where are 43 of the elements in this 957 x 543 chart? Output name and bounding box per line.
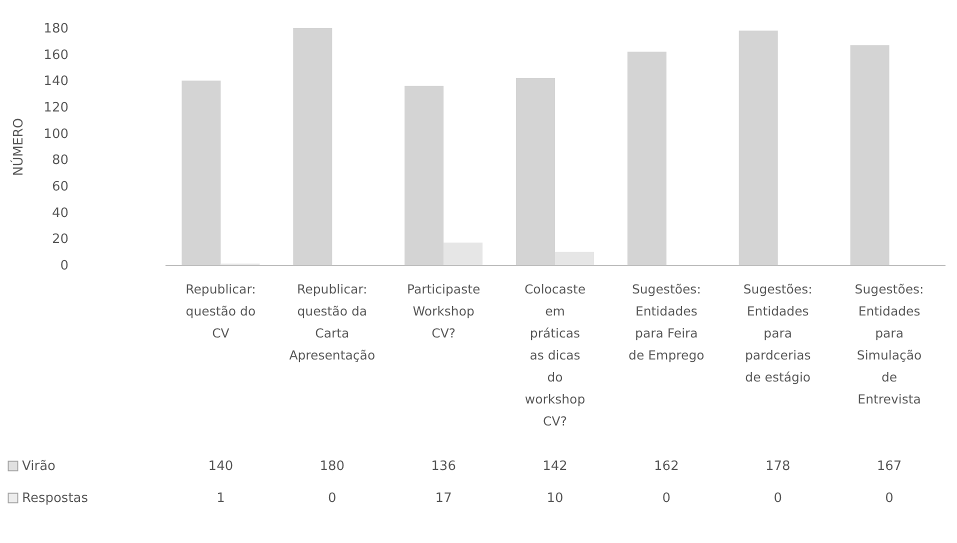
data-label: 0 <box>774 491 782 506</box>
bar <box>555 252 594 265</box>
y-tick-label: 160 <box>44 48 68 63</box>
bar <box>738 30 778 265</box>
x-tick-label: Sugestões: Entidades para pardcerias de estágio <box>743 282 812 384</box>
legend-label: Respostas <box>22 491 88 506</box>
data-label: 136 <box>431 459 456 474</box>
y-tick-label: 120 <box>44 100 68 116</box>
y-tick-label: 60 <box>52 180 68 194</box>
data-label: 140 <box>208 459 234 474</box>
data-label: 0 <box>328 491 336 506</box>
y-tick-label: 20 <box>52 232 68 248</box>
data-label: 0 <box>885 491 894 506</box>
x-tick-label: Sugestões: Entidades para Simulação de Entrevista <box>854 282 924 406</box>
data-label: 142 <box>542 459 568 474</box>
x-tick-label: Colocaste em práticas as dicas do workshop CV? <box>524 282 586 428</box>
data-label: 180 <box>320 459 345 474</box>
bar <box>444 242 483 265</box>
y-tick-label: 140 <box>44 74 68 90</box>
y-tick-label: 0 <box>60 258 68 274</box>
x-tick-label: Republicar: questão da Carta Apresentação <box>289 282 376 362</box>
y-tick-label: 80 <box>52 153 68 168</box>
bar <box>850 45 890 265</box>
legend-label: Virão <box>22 459 56 474</box>
data-label: 162 <box>654 459 679 474</box>
data-label: 0 <box>662 491 671 506</box>
x-tick-label: Participaste Workshop CV? <box>406 282 480 340</box>
data-label: 17 <box>435 491 452 506</box>
bar <box>182 80 221 265</box>
x-tick-label: Sugestões: Entidades para Feira de Emprego <box>628 282 704 362</box>
x-tick-label: Republicar: questão do CV <box>186 282 256 340</box>
data-label: 178 <box>765 459 790 474</box>
data-label: 167 <box>876 459 902 474</box>
bar <box>627 52 666 265</box>
y-tick-label: 100 <box>44 126 68 142</box>
y-tick-label: 40 <box>52 206 68 221</box>
bar <box>404 86 444 265</box>
y-axis-title: NÚMERO <box>10 118 27 176</box>
data-label: 10 <box>546 491 564 506</box>
bar <box>293 28 332 265</box>
y-tick-label: 180 <box>44 22 68 36</box>
bar <box>516 78 555 265</box>
data-label: 1 <box>216 491 225 506</box>
